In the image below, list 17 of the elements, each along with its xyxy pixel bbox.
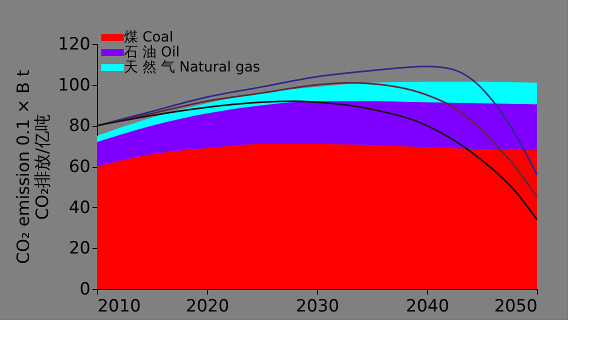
y-tick-label: 120 [58, 34, 90, 54]
legend-label: 石 油 Oil [124, 44, 180, 60]
x-tick-label: 2040 [406, 296, 450, 316]
y-tick-label: 40 [68, 198, 90, 218]
legend-label: 天 然 气 Natural gas [124, 60, 260, 76]
x-tick-label: 2020 [186, 296, 230, 316]
x-tick-label: 2030 [296, 296, 340, 316]
y-tick-label: 20 [68, 238, 90, 259]
legend-label: 煤 Coal [124, 30, 174, 46]
x-tick-label: 2050 [494, 296, 538, 316]
y-axis-title: CO₂ emission 0.1 × B t CO₂排放/亿吨 [14, 70, 54, 264]
line-series [96, 100, 538, 220]
y-tick-label: 0 [80, 280, 90, 300]
y-tick-label: 80 [68, 116, 90, 136]
y-tick-label: 100 [58, 75, 90, 96]
y-tick-label: 60 [68, 157, 90, 177]
x-tick-label: 2010 [98, 296, 141, 316]
